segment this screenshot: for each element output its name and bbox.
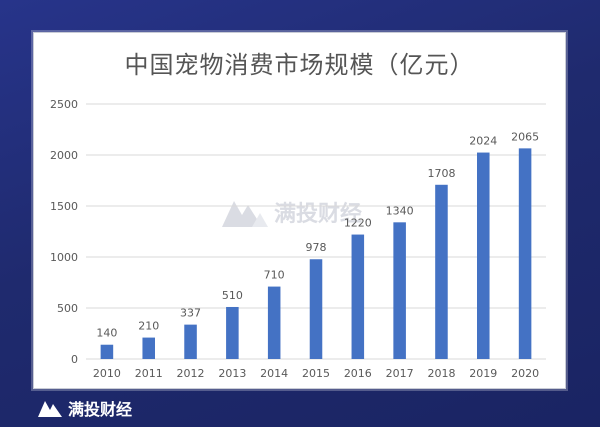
data-label: 978 — [306, 241, 327, 254]
data-label: 2024 — [469, 135, 497, 148]
bar — [184, 324, 197, 359]
mountain-logo-icon — [222, 201, 268, 227]
x-tick-label: 2020 — [511, 367, 539, 380]
y-tick-label: 1500 — [50, 200, 78, 213]
y-tick-label: 1000 — [50, 251, 78, 264]
y-tick-label: 500 — [57, 302, 78, 315]
chart-card: 中国宠物消费市场规模（亿元） 满投财经 0 500 1000 1500 2000 2500… — [33, 32, 566, 389]
data-label: 210 — [138, 320, 159, 333]
y-tick-label: 2000 — [50, 149, 78, 162]
x-tick-label: 2014 — [260, 367, 288, 380]
bar — [393, 222, 406, 359]
bar — [477, 152, 490, 359]
x-tick-label: 2017 — [386, 367, 414, 380]
data-label: 2065 — [511, 130, 539, 143]
data-label: 510 — [222, 289, 243, 302]
bar — [267, 286, 281, 359]
bar — [142, 337, 155, 359]
bar — [518, 148, 532, 359]
x-tick-label: 2019 — [469, 367, 497, 380]
bar-chart: 0 500 1000 1500 2000 2500 140 2010 210 2011 337 201… — [50, 98, 546, 380]
mountain-logo-icon — [38, 401, 62, 417]
chart-title: 中国宠物消费市场规模（亿元） — [124, 51, 475, 79]
data-label: 1340 — [386, 204, 414, 217]
bar — [435, 184, 448, 359]
data-label: 140 — [96, 327, 117, 340]
footer-brand: 满投财经 — [38, 396, 132, 420]
x-tick-label: 2012 — [177, 367, 205, 380]
x-tick-label: 2010 — [93, 367, 121, 380]
footer-brand-name: 满投财经 — [68, 400, 133, 419]
data-label: 1220 — [344, 217, 372, 230]
bar — [309, 259, 323, 359]
x-tick-label: 2015 — [302, 367, 330, 380]
y-tick-label: 0 — [71, 353, 78, 366]
data-label: 337 — [180, 307, 201, 320]
bar — [351, 234, 365, 359]
y-tick-label: 2500 — [50, 98, 78, 111]
x-tick-label: 2013 — [218, 367, 246, 380]
x-tick-label: 2011 — [135, 367, 163, 380]
bar — [226, 306, 239, 359]
data-label: 710 — [264, 269, 285, 282]
data-label: 1708 — [427, 167, 455, 180]
x-tick-label: 2018 — [427, 367, 455, 380]
x-tick-label: 2016 — [344, 367, 372, 380]
bar — [100, 344, 114, 359]
